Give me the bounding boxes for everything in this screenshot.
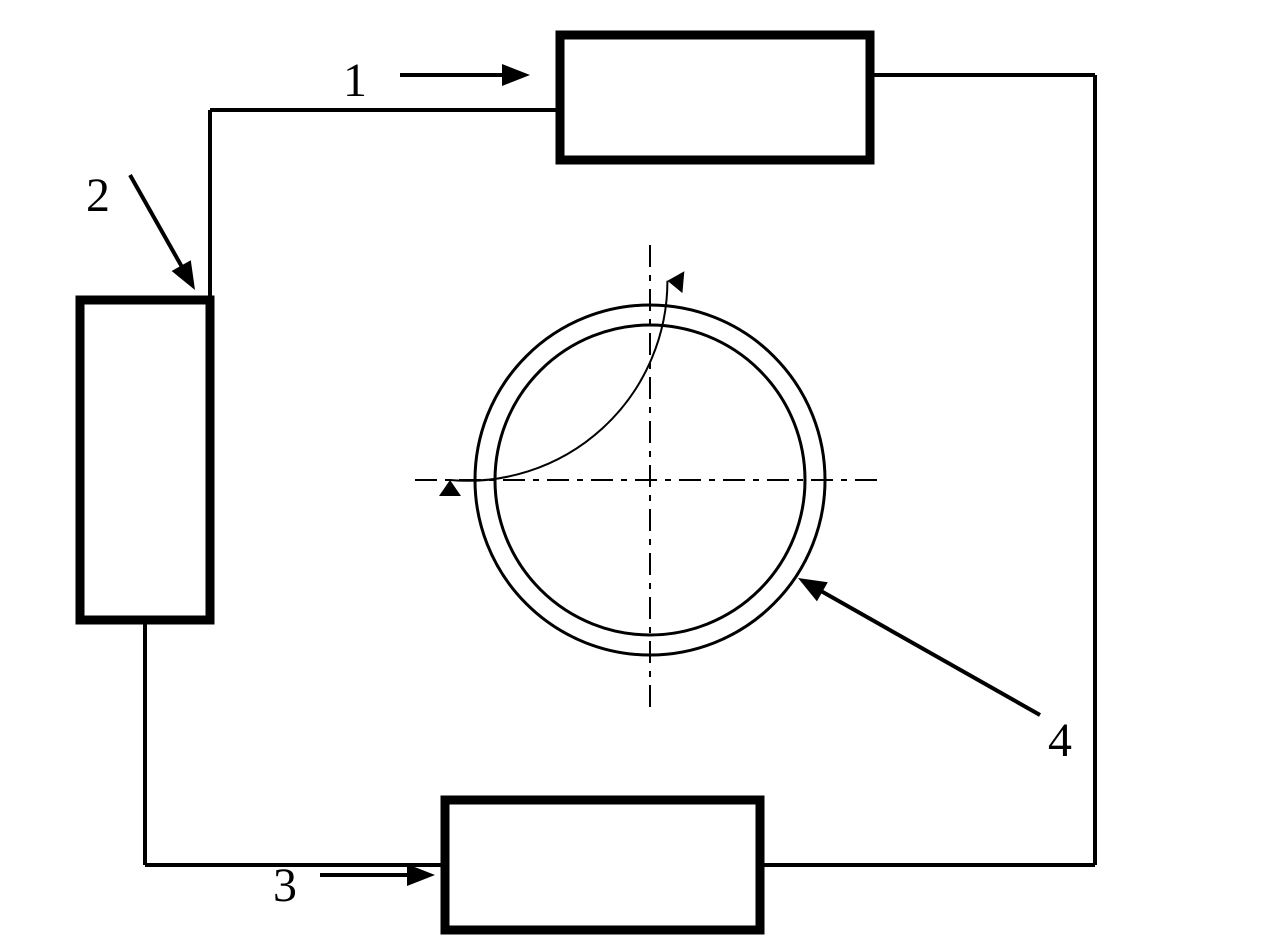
callout-arrow-line (130, 175, 185, 273)
callout-label-1: 1 (343, 54, 367, 107)
callout-label-2: 2 (86, 169, 110, 222)
callout-arrow-line (815, 588, 1040, 715)
callout-label-4: 4 (1048, 714, 1072, 767)
arrowhead (798, 578, 828, 601)
block-left (80, 300, 210, 620)
arrowhead (172, 260, 195, 290)
callout-2: 2 (86, 169, 195, 290)
block-top (560, 35, 870, 160)
callout-1: 1 (343, 54, 530, 107)
arrowhead (667, 271, 684, 293)
arrowhead (439, 480, 461, 496)
rotation-arc (450, 281, 667, 481)
callout-label-3: 3 (273, 859, 297, 912)
arrowhead (502, 64, 530, 86)
arrowhead (407, 864, 435, 886)
block-bottom (445, 800, 760, 930)
callout-4: 4 (798, 578, 1072, 767)
